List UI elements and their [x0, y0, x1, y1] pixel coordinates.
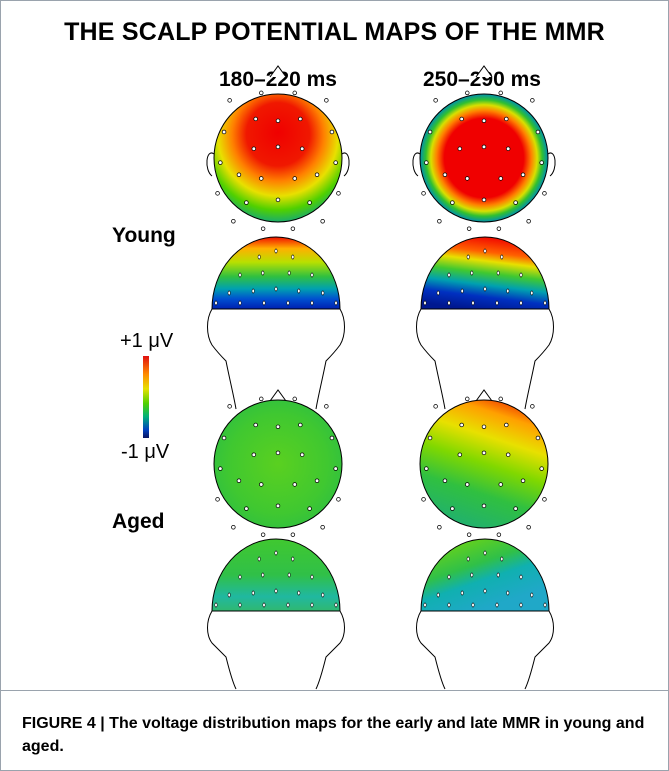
- colorbar: [143, 356, 149, 438]
- colorbar-min-label: -1 μV: [121, 441, 170, 463]
- figure-panel: THE SCALP POTENTIAL MAPS OF THE MMR 180–…: [64, 18, 605, 690]
- scalp-maps: [206, 65, 556, 690]
- caption-label: FIGURE 4 |: [22, 715, 105, 732]
- map-young-late-top: [412, 65, 556, 231]
- row-label-aged: Aged: [112, 510, 165, 533]
- map-young-early-back: [207, 236, 345, 410]
- map-young-late-back: [416, 236, 554, 410]
- map-young-early-top: [206, 65, 350, 231]
- figure-caption: FIGURE 4 | The voltage distribution maps…: [22, 712, 652, 758]
- map-aged-early-back: [207, 538, 345, 690]
- map-aged-early-top: [213, 389, 343, 537]
- column-label-late: 250–290 ms: [423, 68, 541, 91]
- caption-text: The voltage distribution maps for the ea…: [22, 715, 645, 755]
- caption-divider: [0, 690, 669, 691]
- row-label-young: Young: [112, 224, 176, 247]
- map-aged-late-back: [416, 538, 554, 690]
- colorbar-max-label: +1 μV: [120, 330, 174, 352]
- figure-title: THE SCALP POTENTIAL MAPS OF THE MMR: [64, 18, 605, 46]
- column-label-early: 180–220 ms: [219, 68, 337, 91]
- map-aged-late-top: [419, 389, 549, 537]
